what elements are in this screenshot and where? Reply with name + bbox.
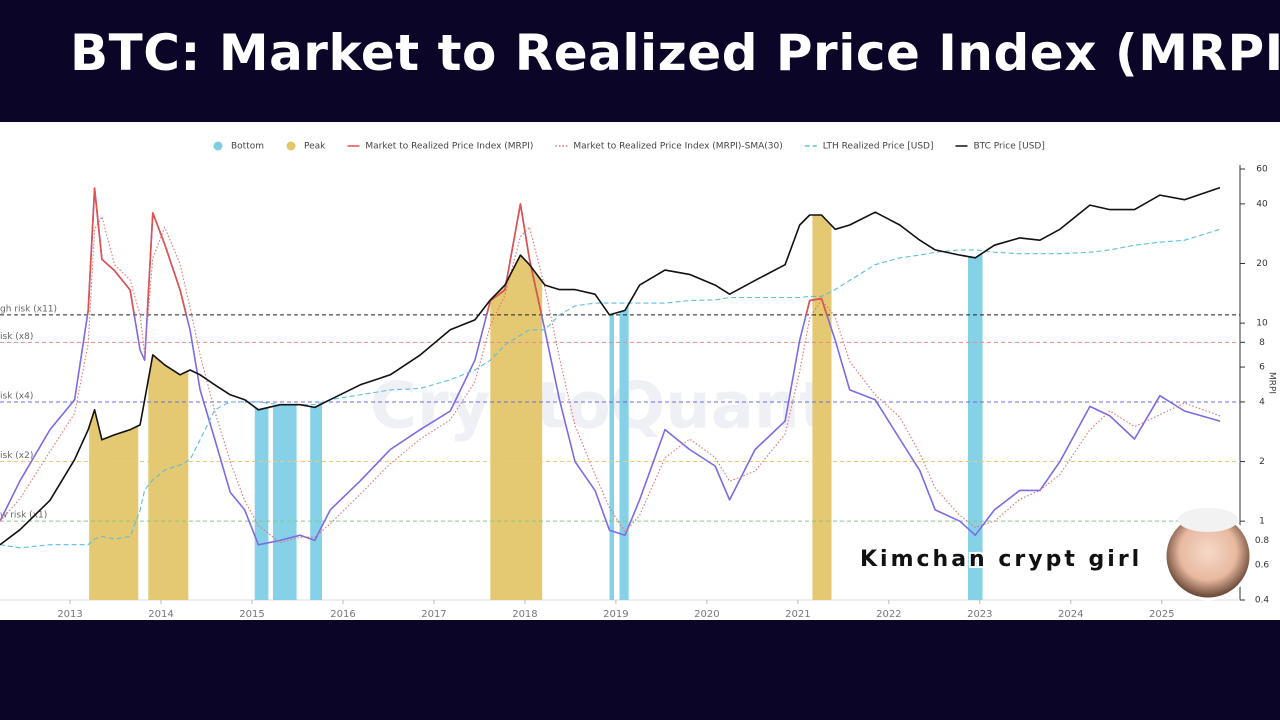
reference-label: w risk (x1) [0,511,47,521]
y2-tick-label: 0.8 [1255,536,1270,546]
legend-swatch [213,141,223,151]
series-line [0,186,1221,546]
y2-tick-label: 60 [1256,165,1268,175]
x-tick-label: 2020 [694,609,719,620]
x-tick-label: 2022 [876,609,901,620]
mrpi-line-high [86,187,828,315]
overlay-text: Kimchan crypt girl [860,547,1142,572]
chart-background [0,122,1280,620]
y2-tick-label: 2 [1259,457,1265,467]
x-tick-label: 2021 [785,609,810,620]
x-tick-label: 2019 [603,609,628,620]
band [609,187,615,600]
band [812,187,832,600]
y2-tick-label: 6 [1259,363,1265,373]
legend-label: Market to Realized Price Index (MRPI)-SM… [573,142,782,152]
x-tick-label: 2015 [239,609,264,620]
legend-label: BTC Price [USD] [974,142,1045,152]
x-tick-label: 2014 [148,609,173,620]
band [619,187,629,600]
legend-label: Market to Realized Price Index (MRPI) [365,142,533,152]
legend-label: LTH Realized Price [USD] [823,142,934,152]
y2-tick-label: 20 [1256,259,1268,269]
watermark: CryptoQuant [370,370,830,444]
x-tick-label: 2024 [1058,609,1083,620]
y2-tick-label: 40 [1256,199,1268,209]
reference-label: isk (x2) [0,451,33,461]
reference-label: isk (x4) [0,391,33,401]
page-title: BTC: Market to Realized Price Index (MRP… [70,24,1280,82]
band [967,187,983,600]
y2-tick-label: 4 [1259,397,1265,407]
chart: CryptoQuant MRPI 0.4 0.6 0.8 1 2 4 6 8 10 20 40 60 2… [0,122,1280,620]
x-tick-label: 2023 [967,609,992,620]
legend-swatch [286,141,296,151]
x-tick-label: 2025 [1149,609,1174,620]
legend-label: Bottom [231,142,264,152]
x-tick-label: 2016 [330,609,355,620]
x-tick-label: 2018 [512,609,537,620]
y2-tick-label: 0.6 [1255,561,1270,571]
reference-label: gh risk (x11) [0,304,57,314]
series-line [0,228,1221,549]
avatar-hat [1178,508,1238,532]
x-tick-label: 2017 [421,609,446,620]
y2-tick-label: 8 [1259,338,1265,348]
legend-label: Peak [304,142,326,152]
x-tick-label: 2013 [57,609,82,620]
y2-axis-title: MRPI [1267,372,1277,394]
series-lines [0,186,1221,549]
y2-tick-label: 1 [1259,517,1265,527]
y2-tick-label: 0.4 [1255,596,1270,606]
reference-label: isk (x8) [0,332,33,342]
y2-tick-label: 10 [1256,319,1268,329]
